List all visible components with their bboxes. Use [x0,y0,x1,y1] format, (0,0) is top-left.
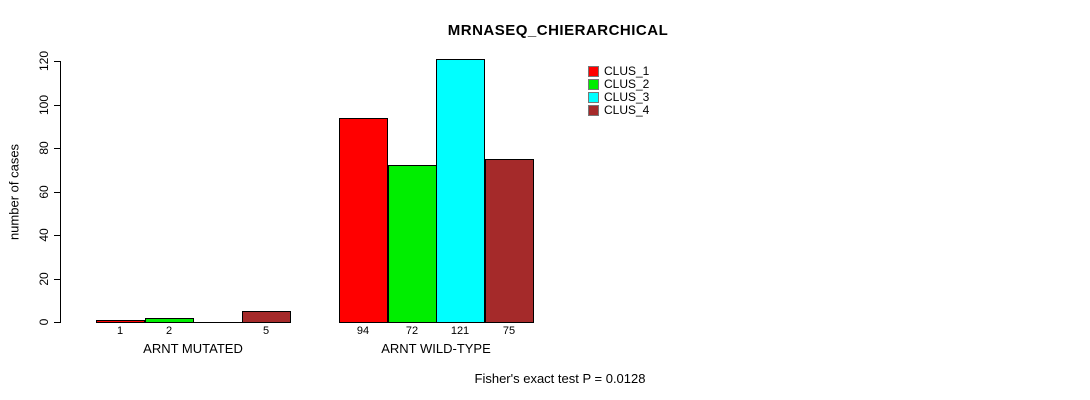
legend-item: CLUS_4 [588,104,649,117]
y-tick [54,235,61,236]
bar-count-label: 72 [405,325,419,337]
y-tick-label: 120 [37,50,51,72]
y-tick-label: 60 [37,184,51,199]
bar [436,59,485,323]
bar-count-label: 1 [116,325,124,337]
y-tick [54,191,61,193]
bar-count-label: 121 [450,325,470,337]
y-tick [54,104,61,106]
legend-swatch [588,79,599,90]
bar [388,165,437,323]
bar [242,311,291,323]
y-axis-label: number of cases [6,143,22,241]
legend-item: CLUS_2 [588,78,649,91]
y-tick [54,148,61,149]
group-label: ARNT MUTATED [143,341,243,356]
group-label: ARNT WILD-TYPE [381,341,491,356]
legend-label: CLUS_4 [604,103,650,117]
y-tick-label: 100 [37,94,51,115]
legend-item: CLUS_3 [588,91,649,104]
y-tick-label: 0 [37,318,51,326]
y-tick-label: 80 [37,141,51,155]
bar [485,159,534,323]
y-tick-label: 40 [37,228,51,242]
legend-label: CLUS_1 [604,64,650,78]
bar-count-label: 5 [262,325,270,337]
legend: CLUS_1 CLUS_2 CLUS_3 CLUS_4 [588,65,649,117]
bar [96,320,145,323]
y-tick [54,322,61,323]
y-tick [54,61,61,62]
legend-swatch [588,66,599,77]
bar-count-label: 2 [165,325,173,337]
bar [145,318,194,323]
legend-label: CLUS_3 [604,90,650,104]
legend-label: CLUS_2 [604,77,650,91]
footer-note: Fisher's exact test P = 0.0128 [474,371,646,386]
y-tick [54,278,61,280]
legend-item: CLUS_1 [588,65,649,78]
chart-title: MRNASEQ_CHIERARCHICAL [447,22,669,39]
legend-swatch [588,105,599,116]
bar-count-label: 75 [502,325,516,337]
bar [193,322,242,323]
bar [339,118,388,323]
bar-count-label: 94 [356,325,370,337]
legend-swatch [588,92,599,103]
y-tick-label: 20 [37,271,51,286]
